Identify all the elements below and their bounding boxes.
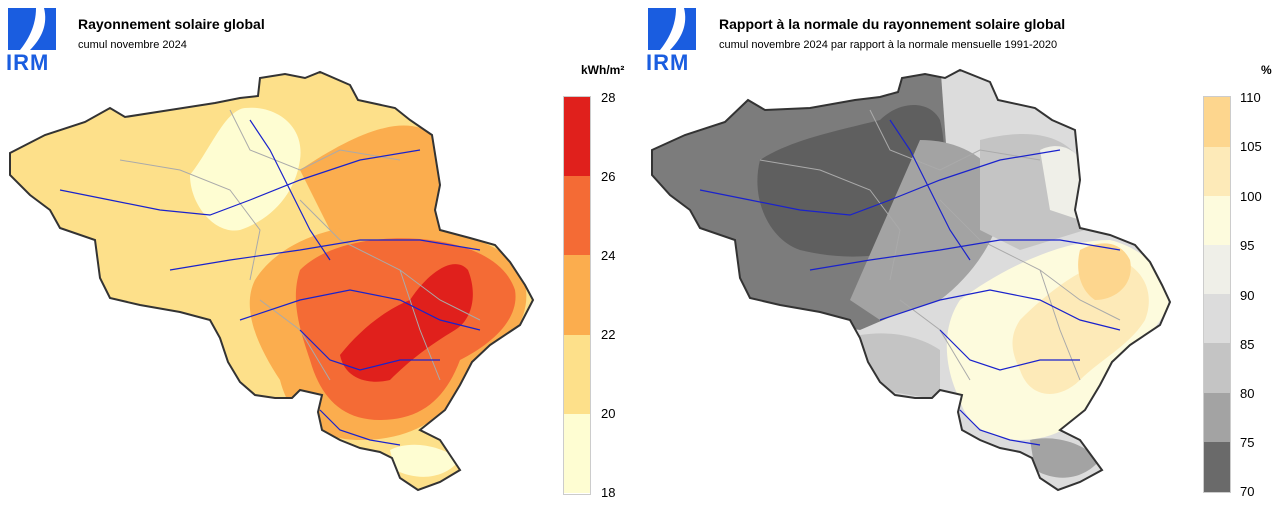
left-map-subtitle: cumul novembre 2024: [78, 39, 187, 51]
irm-logo-text: IRM: [6, 50, 50, 75]
legend-tick-label: 26: [601, 169, 616, 184]
legend-band: [1204, 393, 1230, 442]
legend-band: [1204, 245, 1230, 294]
legend-tick-label: 90: [1240, 288, 1255, 303]
legend-tick-label: 28: [601, 90, 616, 105]
legend-tick-label: 75: [1240, 435, 1255, 450]
right-map-title: Rapport à la normale du rayonnement sola…: [719, 16, 1066, 32]
left-legend-unit: kWh/m²: [581, 63, 625, 77]
legend-tick-label: 80: [1240, 386, 1255, 401]
left-map-title: Rayonnement solaire global: [78, 16, 265, 32]
irm-logo-text: IRM: [646, 50, 690, 75]
legend-tick-label: 20: [601, 406, 616, 421]
legend-tick-label: 110: [1240, 90, 1261, 105]
legend-band: [564, 335, 590, 414]
legend-tick-label: 85: [1240, 337, 1255, 352]
legend-band: [564, 414, 590, 493]
legend-tick-label: 24: [601, 248, 616, 263]
legend-band: [1204, 97, 1230, 147]
right-belgium-map: [651, 68, 1172, 492]
left-color-legend: [563, 96, 591, 495]
right-map-subtitle: cumul novembre 2024 par rapport à la nor…: [719, 39, 1058, 51]
right-legend-unit: %: [1261, 63, 1272, 77]
legend-band: [1204, 147, 1230, 196]
irm-logo-icon: [8, 8, 56, 50]
legend-tick-label: 70: [1240, 484, 1255, 499]
legend-band: [564, 176, 590, 255]
legend-tick-label: 95: [1240, 238, 1255, 253]
legend-band: [1204, 196, 1230, 245]
legend-band: [564, 97, 590, 176]
legend-tick-label: 18: [601, 485, 616, 500]
legend-band: [1204, 442, 1230, 492]
legend-band: [1204, 343, 1230, 393]
right-color-legend: [1203, 96, 1231, 493]
legend-tick-label: 100: [1240, 189, 1262, 204]
left-belgium-map: [9, 70, 535, 492]
legend-band: [564, 255, 590, 335]
irm-logo-icon: [648, 8, 696, 50]
legend-tick-label: 22: [601, 327, 616, 342]
legend-band: [1204, 294, 1230, 343]
legend-tick-label: 105: [1240, 139, 1262, 154]
left-map-panel: IRM Rayonnement solaire global cumul nov…: [6, 8, 625, 500]
right-map-panel: IRM Rapport à la normale du rayonnement …: [640, 0, 1280, 507]
